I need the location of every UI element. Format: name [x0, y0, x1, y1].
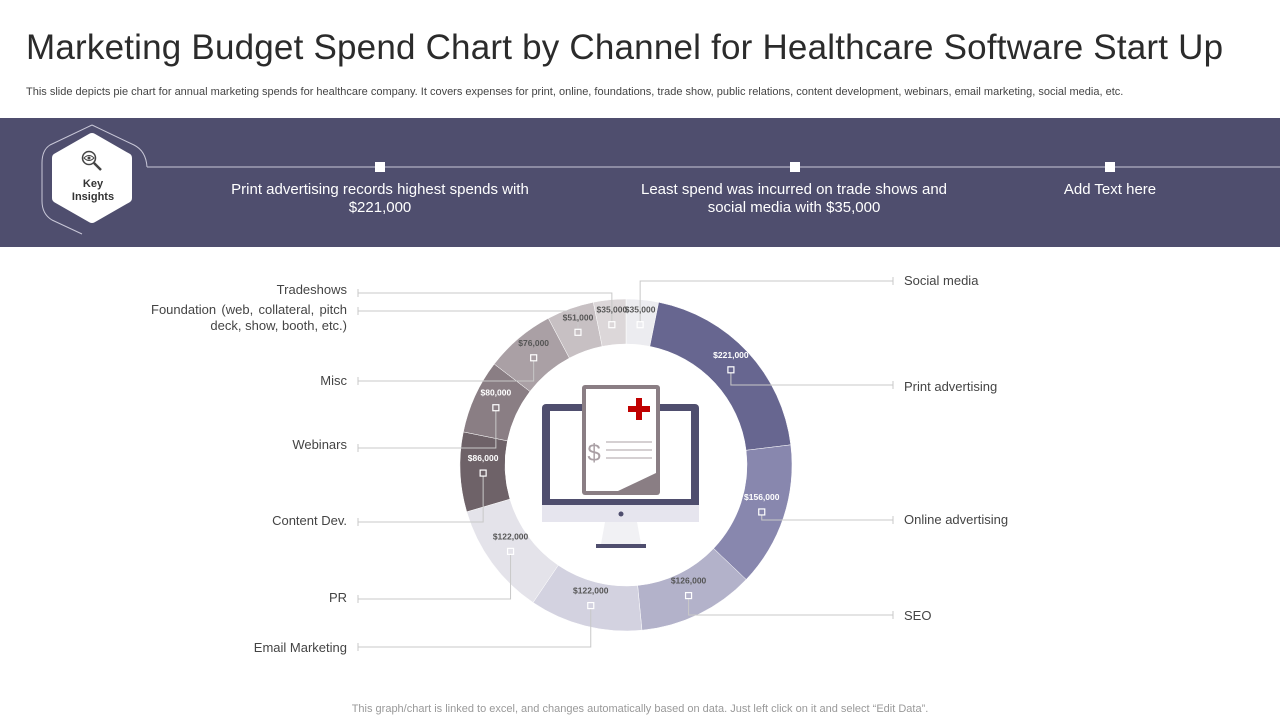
donut-chart[interactable]: $35,000 $221,000 $156,000 $126,000 $122,000 $…: [0, 247, 1280, 697]
data-marker: [506, 547, 515, 555]
insight-text-1: Print advertising records highest spends…: [231, 181, 529, 216]
donut-slice[interactable]: [713, 444, 793, 580]
leader-line: [358, 310, 579, 336]
leader-line: [358, 476, 484, 523]
data-marker: [479, 469, 487, 477]
key-insights-band: Key Insights Print advertising records h…: [0, 118, 1280, 247]
data-label: $122,000: [493, 531, 529, 541]
legend-label-foundation: Foundation (web, collateral, pitch deck,…: [151, 302, 347, 333]
leader-line: [358, 292, 613, 328]
legend-label-tradeshows: Tradeshows: [276, 282, 347, 297]
data-label: $51,000: [563, 312, 594, 322]
legend-label-pr: PR: [328, 590, 347, 605]
legend-label-webinars: Webinars: [292, 437, 347, 452]
leader-line: [761, 514, 893, 521]
data-marker: [758, 508, 766, 516]
leader-line: [688, 598, 893, 616]
legend-label-content-dev: Content Dev.: [272, 513, 347, 528]
insights-connector: [41, 124, 1280, 235]
data-label: $122,000: [573, 586, 609, 596]
leader-line: [358, 360, 535, 382]
legend-label-print-advertising: Print advertising: [904, 379, 998, 394]
legend-label-social-media: Social media: [904, 273, 979, 288]
data-label: $80,000: [480, 388, 511, 398]
insight-marker-3: [1105, 162, 1115, 172]
leader-line: [358, 608, 592, 648]
data-label: $35,000: [625, 305, 656, 315]
data-label: $221,000: [713, 350, 749, 360]
legend-label-misc: Misc: [320, 373, 347, 388]
insight-text-2: Least spend was incurred on trade shows …: [640, 181, 948, 216]
page-subtitle: This slide depicts pie chart for annual …: [26, 86, 1124, 98]
data-label: $35,000: [596, 305, 627, 315]
data-marker: [636, 321, 644, 329]
insight-text-3: Add Text here: [1063, 181, 1157, 198]
legend-label-online-advertising: Online advertising: [904, 512, 1009, 527]
magnifier-eye-icon: [81, 150, 102, 171]
data-marker: [530, 354, 538, 362]
leader-line: [358, 410, 497, 449]
data-marker: [587, 601, 595, 610]
leader-line: [730, 372, 893, 386]
page-title: Marketing Budget Spend Chart by Channel …: [26, 28, 1224, 67]
footer-note: This graph/chart is linked to excel, and…: [351, 703, 929, 715]
leader-line: [358, 554, 512, 600]
badge-hexagon: [52, 133, 132, 223]
data-label: $76,000: [518, 338, 549, 348]
legend-label-email-marketing: Email Marketing: [253, 640, 347, 655]
monitor-document-icon: $: [542, 385, 699, 548]
legend-label-seo: SEO: [904, 608, 932, 623]
data-marker: [492, 404, 500, 412]
data-label: $86,000: [468, 453, 499, 463]
svg-text:$: $: [587, 440, 600, 467]
leader-line: [639, 280, 893, 328]
data-marker: [608, 321, 616, 329]
data-marker: [574, 328, 582, 336]
insight-marker-2: [790, 162, 800, 172]
data-label: $126,000: [671, 576, 707, 586]
key-insights-label: Key Insights: [71, 178, 115, 203]
data-marker: [727, 366, 735, 374]
insight-marker-1: [375, 162, 385, 172]
data-marker: [684, 591, 693, 600]
data-label: $156,000: [744, 492, 780, 502]
